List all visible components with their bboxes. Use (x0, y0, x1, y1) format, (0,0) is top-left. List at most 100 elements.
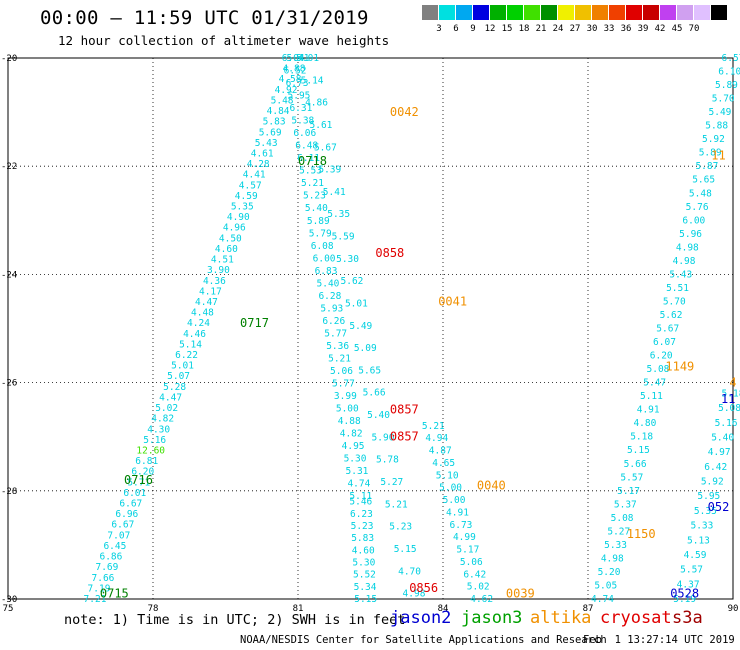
wave-height-value: 5.19 (673, 594, 696, 605)
wave-height-value: 5.20 (598, 567, 621, 578)
wave-height-value: 4.17 (199, 286, 222, 297)
wave-height-value: 4.90 (227, 212, 250, 223)
wave-height-value: 5.46 (349, 497, 372, 508)
pass-time-label: 0039 (506, 587, 535, 601)
wave-height-value: 5.09 (354, 343, 377, 354)
colorbar-swatch (490, 5, 506, 20)
wave-height-value: 6.83 (315, 266, 338, 277)
colorbar-tick-label: 15 (501, 24, 513, 34)
pass-time-label: 0717 (240, 316, 269, 330)
wave-height-value: 5.06 (330, 366, 353, 377)
wave-height-value: 5.11 (349, 491, 372, 502)
wave-height-value: 5.40 (367, 410, 390, 421)
y-tick-label: -26 (1, 379, 17, 389)
wave-height-value: 5.38 (291, 116, 314, 127)
wave-height-value: 5.11 (640, 391, 663, 402)
wave-height-value: 6.08 (311, 241, 334, 252)
wave-height-value: 6.81 (135, 456, 158, 467)
wave-height-value: 5.34 (354, 582, 377, 593)
wave-height-value: 5.18 (722, 388, 740, 399)
colorbar-swatch (711, 5, 727, 20)
wave-height-value: 4.59 (684, 550, 707, 561)
wave-height-value: 5.71 (127, 477, 150, 488)
wave-height-value: 4.51 (211, 255, 234, 266)
wave-height-value: 4.59 (235, 191, 258, 202)
wave-height-value: 5.01 (296, 53, 319, 64)
wave-height-value: 5.02 (467, 582, 490, 593)
wave-height-value: 4.60 (352, 545, 375, 556)
wave-height-value: 4.57 (239, 180, 262, 191)
colorbar-tick-label: 30 (586, 24, 598, 34)
wave-height-value: 6.22 (175, 350, 198, 361)
colorbar-swatch (422, 5, 438, 20)
wave-height-value: 5.39 (318, 165, 341, 176)
colorbar-tick-label: 45 (671, 24, 683, 34)
wave-height-value: 6.73 (286, 78, 309, 89)
wave-height-value: 4.47 (195, 297, 218, 308)
wave-height-value: 3.90 (207, 265, 230, 276)
wave-height-value: 5.08 (718, 403, 740, 414)
colorbar-tick-label: 24 (552, 24, 564, 34)
pass-time-label: 0857 (390, 430, 419, 444)
colorbar-swatch (507, 5, 523, 20)
wave-height-value: 4.60 (215, 244, 238, 255)
legend-jason2: jason2 (390, 608, 452, 628)
colorbar-swatch (439, 5, 455, 20)
wave-height-value: 5.92 (701, 477, 724, 488)
legend-cryosat: cryosat (600, 608, 672, 628)
wave-height-value: 4.80 (633, 418, 656, 429)
wave-height-value: 5.90 (372, 432, 395, 443)
chart-title: 00:00 – 11:59 UTC 01/31/2019 (40, 7, 369, 29)
pass-time-label: 0041 (438, 294, 467, 308)
wave-height-value: 6.42 (463, 569, 486, 580)
wave-height-value: 6.10 (718, 67, 740, 78)
plot-frame (7, 57, 734, 600)
wave-height-value: 6.48 (295, 141, 318, 152)
wave-height-value: 6.20 (650, 351, 673, 362)
wave-height-value: 7.69 (95, 562, 118, 573)
colorbar-tick-label: 36 (620, 24, 632, 34)
wave-height-value: 5.23 (351, 521, 374, 532)
wave-height-value: 5.69 (259, 127, 282, 138)
wave-height-value: 5.17 (617, 486, 640, 497)
wave-height-value: 5.51 (666, 283, 689, 294)
wave-height-value: 5.02 (155, 403, 178, 414)
wave-height-value: 4.58 (279, 74, 302, 85)
wave-height-value: 5.01 (171, 361, 194, 372)
pass-time-label: 0042 (390, 105, 419, 119)
pass-time-label: 0718 (298, 154, 327, 168)
wave-height-value: 5.05 (594, 580, 617, 591)
wave-height-value: 5.00 (443, 495, 466, 506)
pass-time-label: 0528 (670, 587, 699, 601)
wave-height-value: 5.14 (179, 339, 202, 350)
x-tick-label: 90 (728, 604, 739, 614)
colorbar-tick-label: 12 (484, 24, 496, 34)
wave-height-value: 5.31 (346, 466, 369, 477)
wave-height-value: 5.70 (663, 296, 686, 307)
wave-height-value: 5.33 (690, 521, 713, 532)
wave-height-value: 5.48 (271, 95, 294, 106)
wave-height-value: 5.00 (439, 483, 462, 494)
wave-height-value: 4.24 (187, 318, 210, 329)
wave-height-value: 5.66 (624, 459, 647, 470)
wave-height-value: 5.35 (694, 506, 717, 517)
wave-height-value: 7.19 (88, 583, 111, 594)
pass-time-label: 0858 (375, 246, 404, 260)
wave-height-value: 5.01 (345, 298, 368, 309)
wave-height-value: 4.88 (283, 64, 306, 75)
wave-height-value: 4.74 (347, 479, 370, 490)
wave-height-value: 7.21 (84, 594, 107, 605)
wave-height-value: 5.83 (351, 533, 374, 544)
pass-time-label: 0716 (124, 473, 153, 487)
wave-height-value: 5.14 (301, 75, 324, 86)
wave-height-value: 6.11 (297, 153, 320, 164)
wave-height-value: 5.89 (715, 80, 738, 91)
colorbar-tick-label: 3 (436, 24, 442, 34)
pass-time-label: 0857 (390, 403, 419, 417)
y-tick-label: -20 (1, 54, 17, 64)
wave-height-value: 5.65 (692, 175, 715, 186)
wave-height-value: 6.86 (99, 552, 122, 563)
wave-height-value: 6.73 (450, 520, 473, 531)
wave-height-value: 4.36 (203, 276, 226, 287)
legend-altika: altika (530, 608, 592, 628)
